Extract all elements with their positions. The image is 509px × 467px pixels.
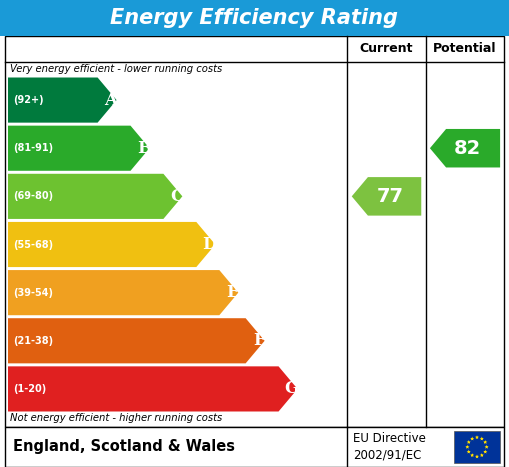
Text: EU Directive
2002/91/EC: EU Directive 2002/91/EC: [353, 432, 426, 462]
Polygon shape: [470, 453, 474, 457]
Text: Energy Efficiency Rating: Energy Efficiency Rating: [110, 8, 399, 28]
Text: C: C: [170, 188, 183, 205]
Text: (69-80): (69-80): [13, 191, 53, 201]
Text: D: D: [203, 236, 217, 253]
Text: Current: Current: [360, 42, 413, 56]
Polygon shape: [467, 450, 471, 453]
Text: F: F: [253, 333, 265, 349]
Text: (21-38): (21-38): [13, 336, 53, 346]
Polygon shape: [430, 129, 500, 168]
Text: England, Scotland & Wales: England, Scotland & Wales: [13, 439, 235, 454]
Polygon shape: [8, 126, 150, 171]
Text: (39-54): (39-54): [13, 288, 53, 297]
Text: (81-91): (81-91): [13, 143, 53, 153]
Polygon shape: [475, 435, 479, 439]
Polygon shape: [467, 440, 471, 444]
Text: E: E: [226, 284, 239, 301]
Polygon shape: [485, 445, 489, 449]
Polygon shape: [8, 174, 182, 219]
Bar: [5, 427, 504, 467]
Polygon shape: [352, 177, 421, 216]
Text: G: G: [285, 381, 299, 397]
Polygon shape: [479, 437, 484, 440]
Text: Very energy efficient - lower running costs: Very energy efficient - lower running co…: [10, 64, 222, 74]
Polygon shape: [479, 453, 484, 457]
Polygon shape: [483, 440, 488, 444]
Polygon shape: [475, 454, 479, 459]
Text: Potential: Potential: [433, 42, 497, 56]
Bar: [454, 431, 500, 463]
Bar: [5, 36, 504, 427]
Text: 82: 82: [454, 139, 480, 158]
Text: A: A: [104, 92, 118, 108]
Text: Not energy efficient - higher running costs: Not energy efficient - higher running co…: [10, 413, 222, 423]
Polygon shape: [8, 366, 298, 411]
Polygon shape: [465, 445, 469, 449]
Polygon shape: [8, 318, 265, 363]
Text: (92+): (92+): [13, 95, 44, 105]
Polygon shape: [8, 270, 238, 315]
Text: B: B: [137, 140, 151, 157]
Text: (55-68): (55-68): [13, 240, 53, 249]
Text: (1-20): (1-20): [13, 384, 46, 394]
Polygon shape: [8, 78, 117, 123]
Bar: [0, 0, 509, 36]
Polygon shape: [483, 450, 488, 453]
Polygon shape: [8, 222, 215, 267]
Text: 77: 77: [377, 187, 404, 206]
Polygon shape: [470, 437, 474, 440]
